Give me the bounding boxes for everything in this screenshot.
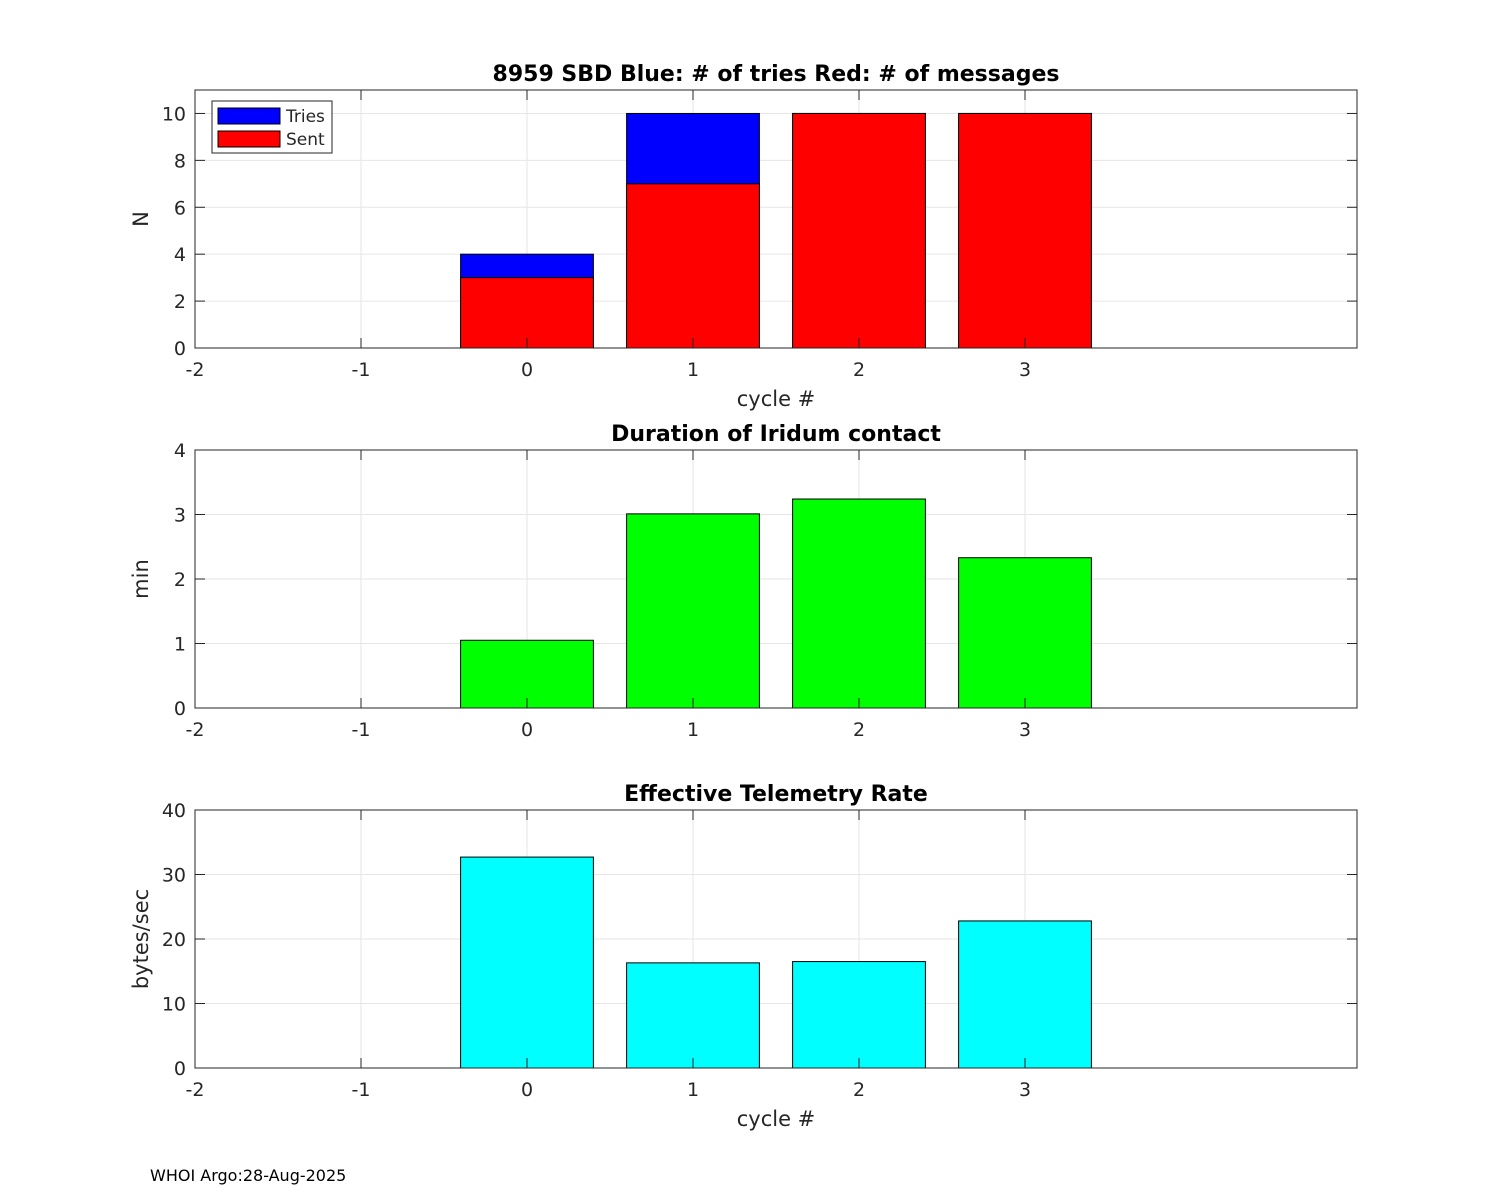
x-tick-label: 2 xyxy=(853,719,865,741)
bar-duration-cycle-2 xyxy=(792,498,926,709)
bar-sent-cycle-1 xyxy=(626,183,760,349)
chart-sbd-tries-messages: -2 -1 0 1 2 3 0 2 4 6 8 10 8959 SBD Blue: # of tries… xyxy=(129,62,1358,411)
y-axis-label: min xyxy=(129,559,153,599)
y-axis-label: N xyxy=(129,211,153,227)
x-tick-label: 1 xyxy=(687,1079,699,1101)
y-tick-label: 8 xyxy=(174,150,186,172)
bar-rate-cycle-1 xyxy=(626,962,760,1069)
x-tick-label: 3 xyxy=(1019,1079,1031,1101)
legend: Tries Sent xyxy=(211,100,333,154)
bar-duration-cycle-0 xyxy=(460,639,594,709)
y-tick-label: 10 xyxy=(162,994,186,1016)
bar-sent-cycle-2 xyxy=(792,112,926,349)
x-tick-label: 0 xyxy=(521,719,533,741)
legend-label-sent: Sent xyxy=(286,130,325,150)
x-tick-label: 3 xyxy=(1019,359,1031,381)
x-tick-label: -2 xyxy=(186,359,205,381)
y-axis-label: bytes/sec xyxy=(129,889,153,989)
x-tick-label: 0 xyxy=(521,1079,533,1101)
x-tick-label: -2 xyxy=(186,1079,205,1101)
y-tick-label: 30 xyxy=(162,865,186,887)
y-tick-label: 0 xyxy=(174,338,186,360)
x-tick-label: 3 xyxy=(1019,719,1031,741)
x-tick-label: -1 xyxy=(352,719,371,741)
y-tick-label: 1 xyxy=(174,634,186,656)
y-tick-label: 4 xyxy=(174,440,186,462)
x-tick-label: -2 xyxy=(186,719,205,741)
bar-rate-cycle-2 xyxy=(792,961,926,1069)
y-tick-label: 6 xyxy=(174,197,186,219)
footer-text: WHOI Argo:28-Aug-2025 xyxy=(150,1166,347,1185)
y-tick-label: 2 xyxy=(174,291,186,313)
x-tick-label: 0 xyxy=(521,359,533,381)
y-tick-label: 10 xyxy=(162,103,186,125)
chart-title: 8959 SBD Blue: # of tries Red: # of mess… xyxy=(493,62,1060,87)
bar-duration-cycle-3 xyxy=(958,557,1092,709)
bar-sent-cycle-3 xyxy=(958,112,1092,349)
y-tick-label: 20 xyxy=(162,929,186,951)
y-tick-label: 2 xyxy=(174,569,186,591)
chart-title: Duration of Iridum contact xyxy=(611,422,941,447)
bar-rate-cycle-0 xyxy=(460,856,594,1069)
x-axis-label: cycle # xyxy=(737,387,816,411)
x-axis-label: cycle # xyxy=(737,1107,816,1131)
y-tick-label: 0 xyxy=(174,1058,186,1080)
x-tick-label: 2 xyxy=(853,359,865,381)
legend-swatch-tries xyxy=(217,107,281,125)
x-tick-label: -1 xyxy=(352,359,371,381)
legend-swatch-sent xyxy=(217,130,281,148)
bar-rate-cycle-3 xyxy=(958,920,1092,1069)
x-tick-label: 1 xyxy=(687,719,699,741)
x-tick-label: 2 xyxy=(853,1079,865,1101)
y-tick-label: 0 xyxy=(174,698,186,720)
bar-duration-cycle-1 xyxy=(626,513,760,709)
y-tick-label: 40 xyxy=(162,800,186,822)
x-tick-label: -1 xyxy=(352,1079,371,1101)
axes-background xyxy=(195,90,1357,348)
y-tick-label: 3 xyxy=(174,505,186,527)
chart-title: Effective Telemetry Rate xyxy=(624,782,928,807)
bar-sent-cycle-0 xyxy=(460,277,594,349)
axes-frame xyxy=(194,89,1358,349)
legend-label-tries: Tries xyxy=(285,107,325,127)
x-tick-label: 1 xyxy=(687,359,699,381)
chart-iridium-duration: -2 -1 0 1 2 3 0 1 2 3 4 Duration of Iridum contact m… xyxy=(129,422,1358,741)
y-tick-label: 4 xyxy=(174,244,186,266)
